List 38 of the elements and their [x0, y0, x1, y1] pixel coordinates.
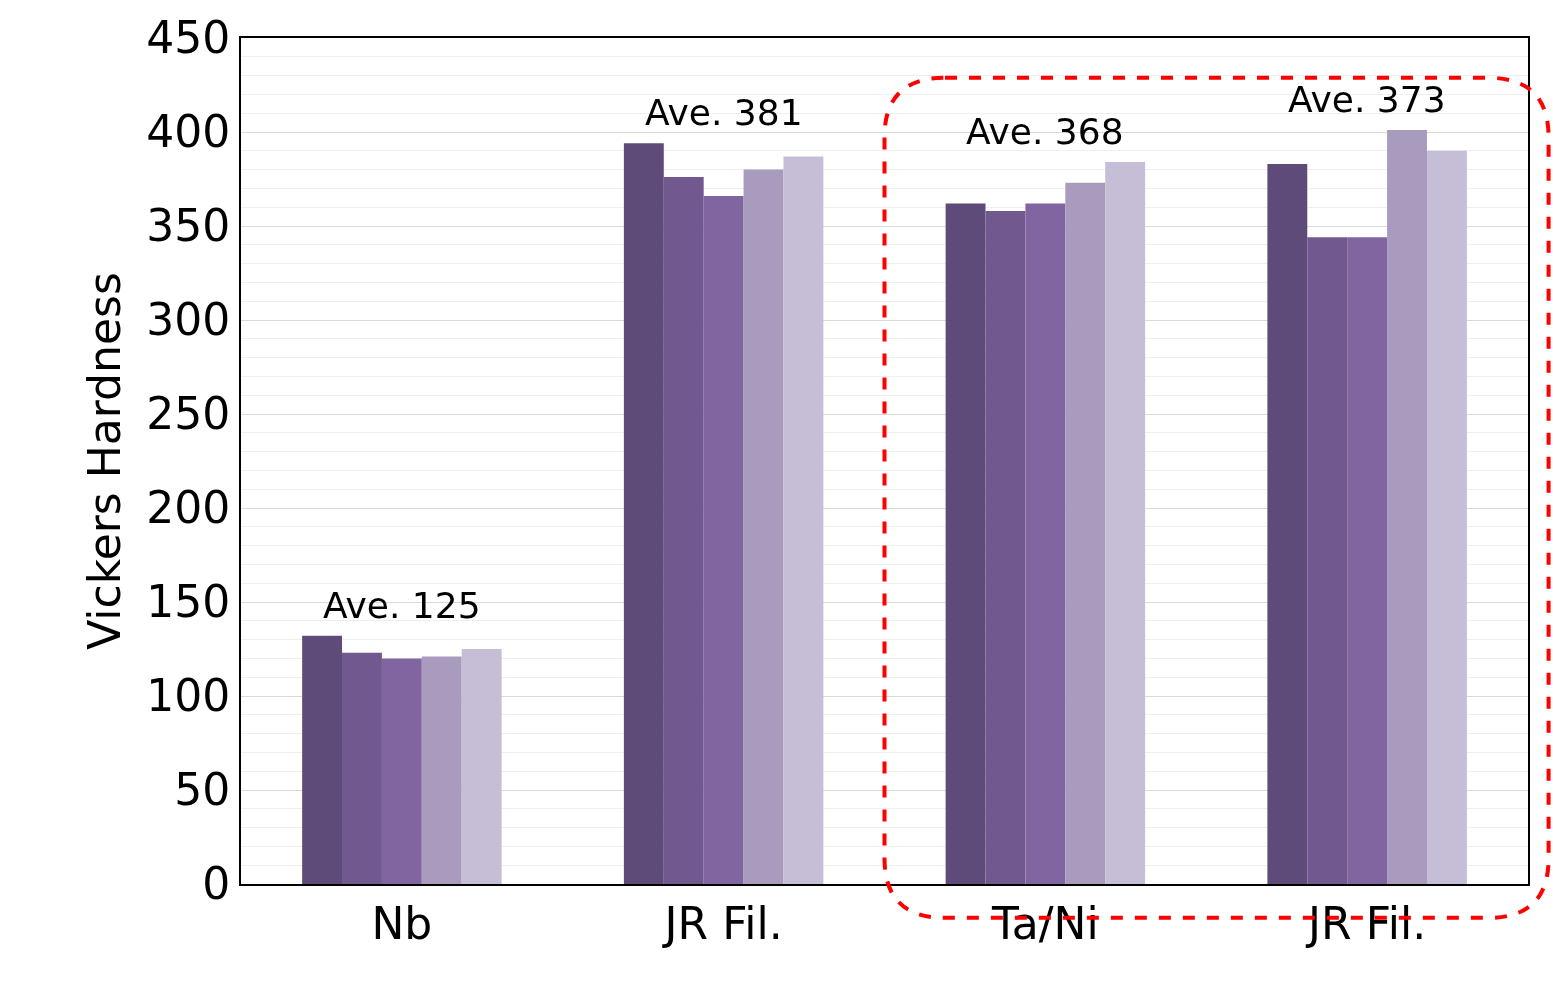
bar [1105, 162, 1146, 884]
y-tick-label: 400 [146, 106, 231, 158]
annotation: Ave. 125 [323, 585, 481, 626]
x-tick-label: JR Fil. [661, 897, 783, 949]
annotation: Ave. 368 [966, 111, 1124, 152]
bar [945, 203, 986, 884]
bar [1387, 130, 1427, 884]
bar [342, 652, 382, 884]
bar [1307, 237, 1348, 884]
y-tick-label: 350 [146, 200, 231, 252]
annotation: Ave. 381 [645, 92, 803, 133]
y-tick-label: 150 [146, 576, 231, 628]
bar [1426, 150, 1467, 884]
y-tick-label: 200 [146, 482, 231, 534]
y-tick-label: 300 [146, 294, 231, 346]
bar [1347, 237, 1388, 884]
annotation: Ave. 373 [1288, 79, 1446, 120]
bar [663, 177, 704, 884]
y-tick-label: 100 [146, 670, 231, 722]
bar [1025, 203, 1066, 884]
bar [421, 656, 462, 884]
bar [985, 210, 1026, 884]
y-tick-label: 0 [202, 858, 231, 910]
x-tick-label: JR Fil. [1305, 897, 1427, 949]
y-tick-label: 250 [146, 388, 231, 440]
bar [623, 143, 664, 884]
y-axis-title: Vickers Hardness [78, 272, 130, 650]
bar [461, 649, 502, 884]
bar [302, 635, 343, 884]
bar [1065, 182, 1106, 884]
bar [703, 195, 744, 884]
y-tick-label: 50 [174, 764, 231, 816]
bar [783, 156, 824, 884]
bar [1267, 163, 1308, 884]
x-tick-label: Nb [371, 897, 433, 949]
y-tick-label: 450 [146, 12, 231, 64]
bar [381, 658, 422, 884]
bar [743, 169, 784, 884]
